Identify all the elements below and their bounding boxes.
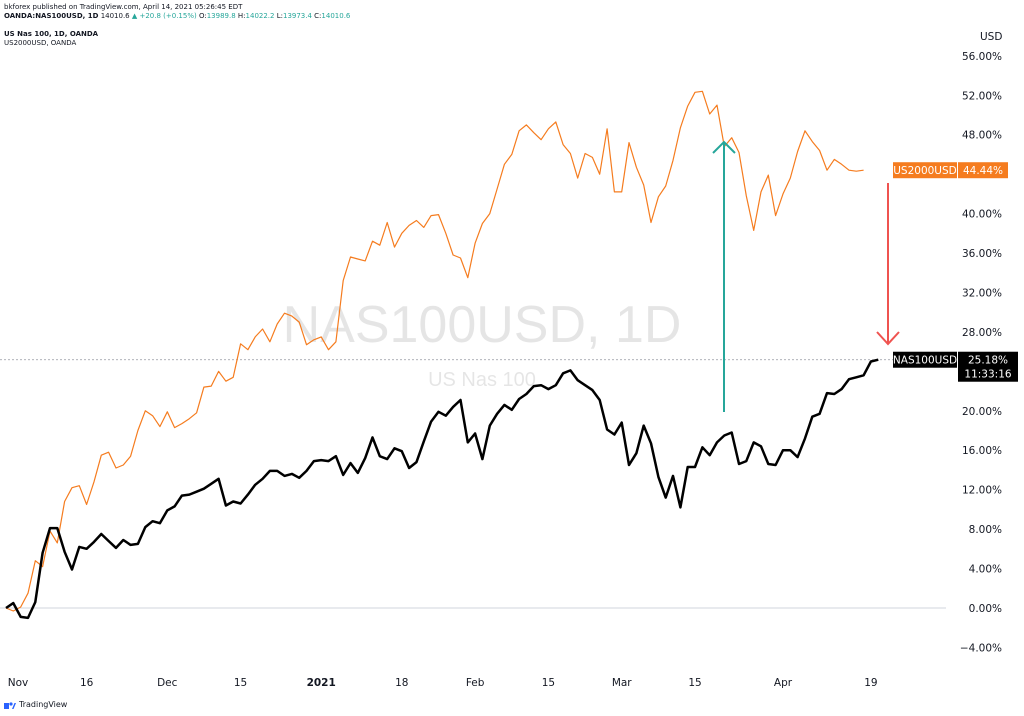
nas-countdown-text: 11:33:16 [964, 369, 1011, 381]
y-tick-label: 8.00% [969, 524, 1002, 536]
x-axis[interactable]: Nov 16 Dec 15 2021 18 Feb 15 Mar 15 Apr 19 [8, 677, 878, 689]
close-label: C: [314, 12, 322, 20]
y-tick-label: 48.00% [962, 130, 1002, 142]
y-tick-label: 20.00% [962, 406, 1002, 418]
x-tick-label: 16 [80, 677, 94, 689]
x-tick-label: Mar [612, 677, 632, 689]
us2000-value-text: 44.44% [963, 165, 1003, 177]
ohlc-line: OANDA:NAS100USD, 1D 14010.6 ▲ +20.8 (+0.… [4, 12, 350, 21]
us2000-name-badge [893, 162, 957, 179]
tradingview-icon [4, 701, 16, 709]
y-tick-label: 0.00% [969, 603, 1002, 615]
nas-name-badge [893, 351, 957, 368]
nas100-line[interactable] [5, 358, 879, 620]
y-tick-label: 4.00% [969, 564, 1002, 576]
x-tick-label: 18 [395, 677, 408, 689]
low-value: 13973.4 [282, 12, 312, 20]
x-tick-label: Apr [774, 677, 793, 689]
y-tick-label: 12.00% [962, 485, 1002, 497]
nas-value-text: 25.18% [968, 355, 1008, 367]
high-value: 14022.2 [245, 12, 275, 20]
legend-series-2-label: US2000USD, OANDA [4, 39, 77, 47]
y-tick-label: 56.00% [962, 51, 1002, 63]
y-tick-label: 32.00% [962, 287, 1002, 299]
last-price: 14010.6 [100, 12, 130, 20]
y-tick-label: 52.00% [962, 90, 1002, 102]
publisher-line: bkforex published on TradingView.com, Ap… [4, 3, 242, 12]
open-value: 13989.8 [206, 12, 236, 20]
tradingview-brand: TradingView [19, 700, 68, 709]
series-layer [5, 90, 879, 620]
close-value: 14010.6 [321, 12, 351, 20]
x-tick-label: Nov [8, 677, 29, 689]
x-tick-label: 15 [234, 677, 247, 689]
watermark-sub: US Nas 100 [428, 369, 536, 391]
x-tick-label: 15 [688, 677, 701, 689]
down-arrow [876, 183, 900, 346]
open-label: O: [198, 12, 207, 20]
y-tick-label: −4.00% [960, 642, 1002, 654]
published-text: bkforex published on TradingView.com, Ap… [4, 3, 243, 11]
x-tick-label: Feb [466, 677, 485, 689]
high-label: H: [237, 12, 246, 20]
tradingview-logo: TradingView [4, 700, 67, 709]
us2000-value-badge [958, 162, 1008, 179]
y-tick-label: 36.00% [962, 248, 1002, 260]
x-tick-label: Dec [157, 677, 178, 689]
y-tick-label: 16.00% [962, 445, 1002, 457]
us2000-line[interactable] [5, 90, 864, 612]
y-axis[interactable]: USD56.00%52.00%48.00%44.00%40.00%36.00%3… [960, 31, 1003, 654]
nas-value-badge [958, 351, 1018, 382]
up-arrow [712, 140, 736, 412]
x-tick-label: 15 [542, 677, 555, 689]
low-label: L: [276, 12, 283, 20]
watermark-main: NAS100USD, 1D [283, 296, 682, 354]
price-labels: US2000USD 44.44% NAS100USD 25.18% 11:33:16 [893, 162, 1018, 382]
us2000-name-text: US2000USD [893, 165, 957, 177]
y-tick-label: 40.00% [962, 209, 1002, 221]
y-tick-label: 28.00% [962, 327, 1002, 339]
symbol-label[interactable]: OANDA:NAS100USD, 1D [4, 12, 99, 20]
legend-series-1-label: US Nas 100, 1D, OANDA [4, 30, 99, 38]
y-axis-unit: USD [980, 31, 1002, 43]
nas-name-text: NAS100USD [893, 355, 957, 367]
legend-series-1[interactable]: US Nas 100, 1D, OANDA [4, 30, 98, 39]
x-tick-label: 2021 [307, 677, 336, 689]
price-change: ▲ +20.8 (+0.15%) [131, 12, 197, 20]
legend-series-2[interactable]: US2000USD, OANDA [4, 39, 76, 48]
x-tick-label: 19 [864, 677, 877, 689]
